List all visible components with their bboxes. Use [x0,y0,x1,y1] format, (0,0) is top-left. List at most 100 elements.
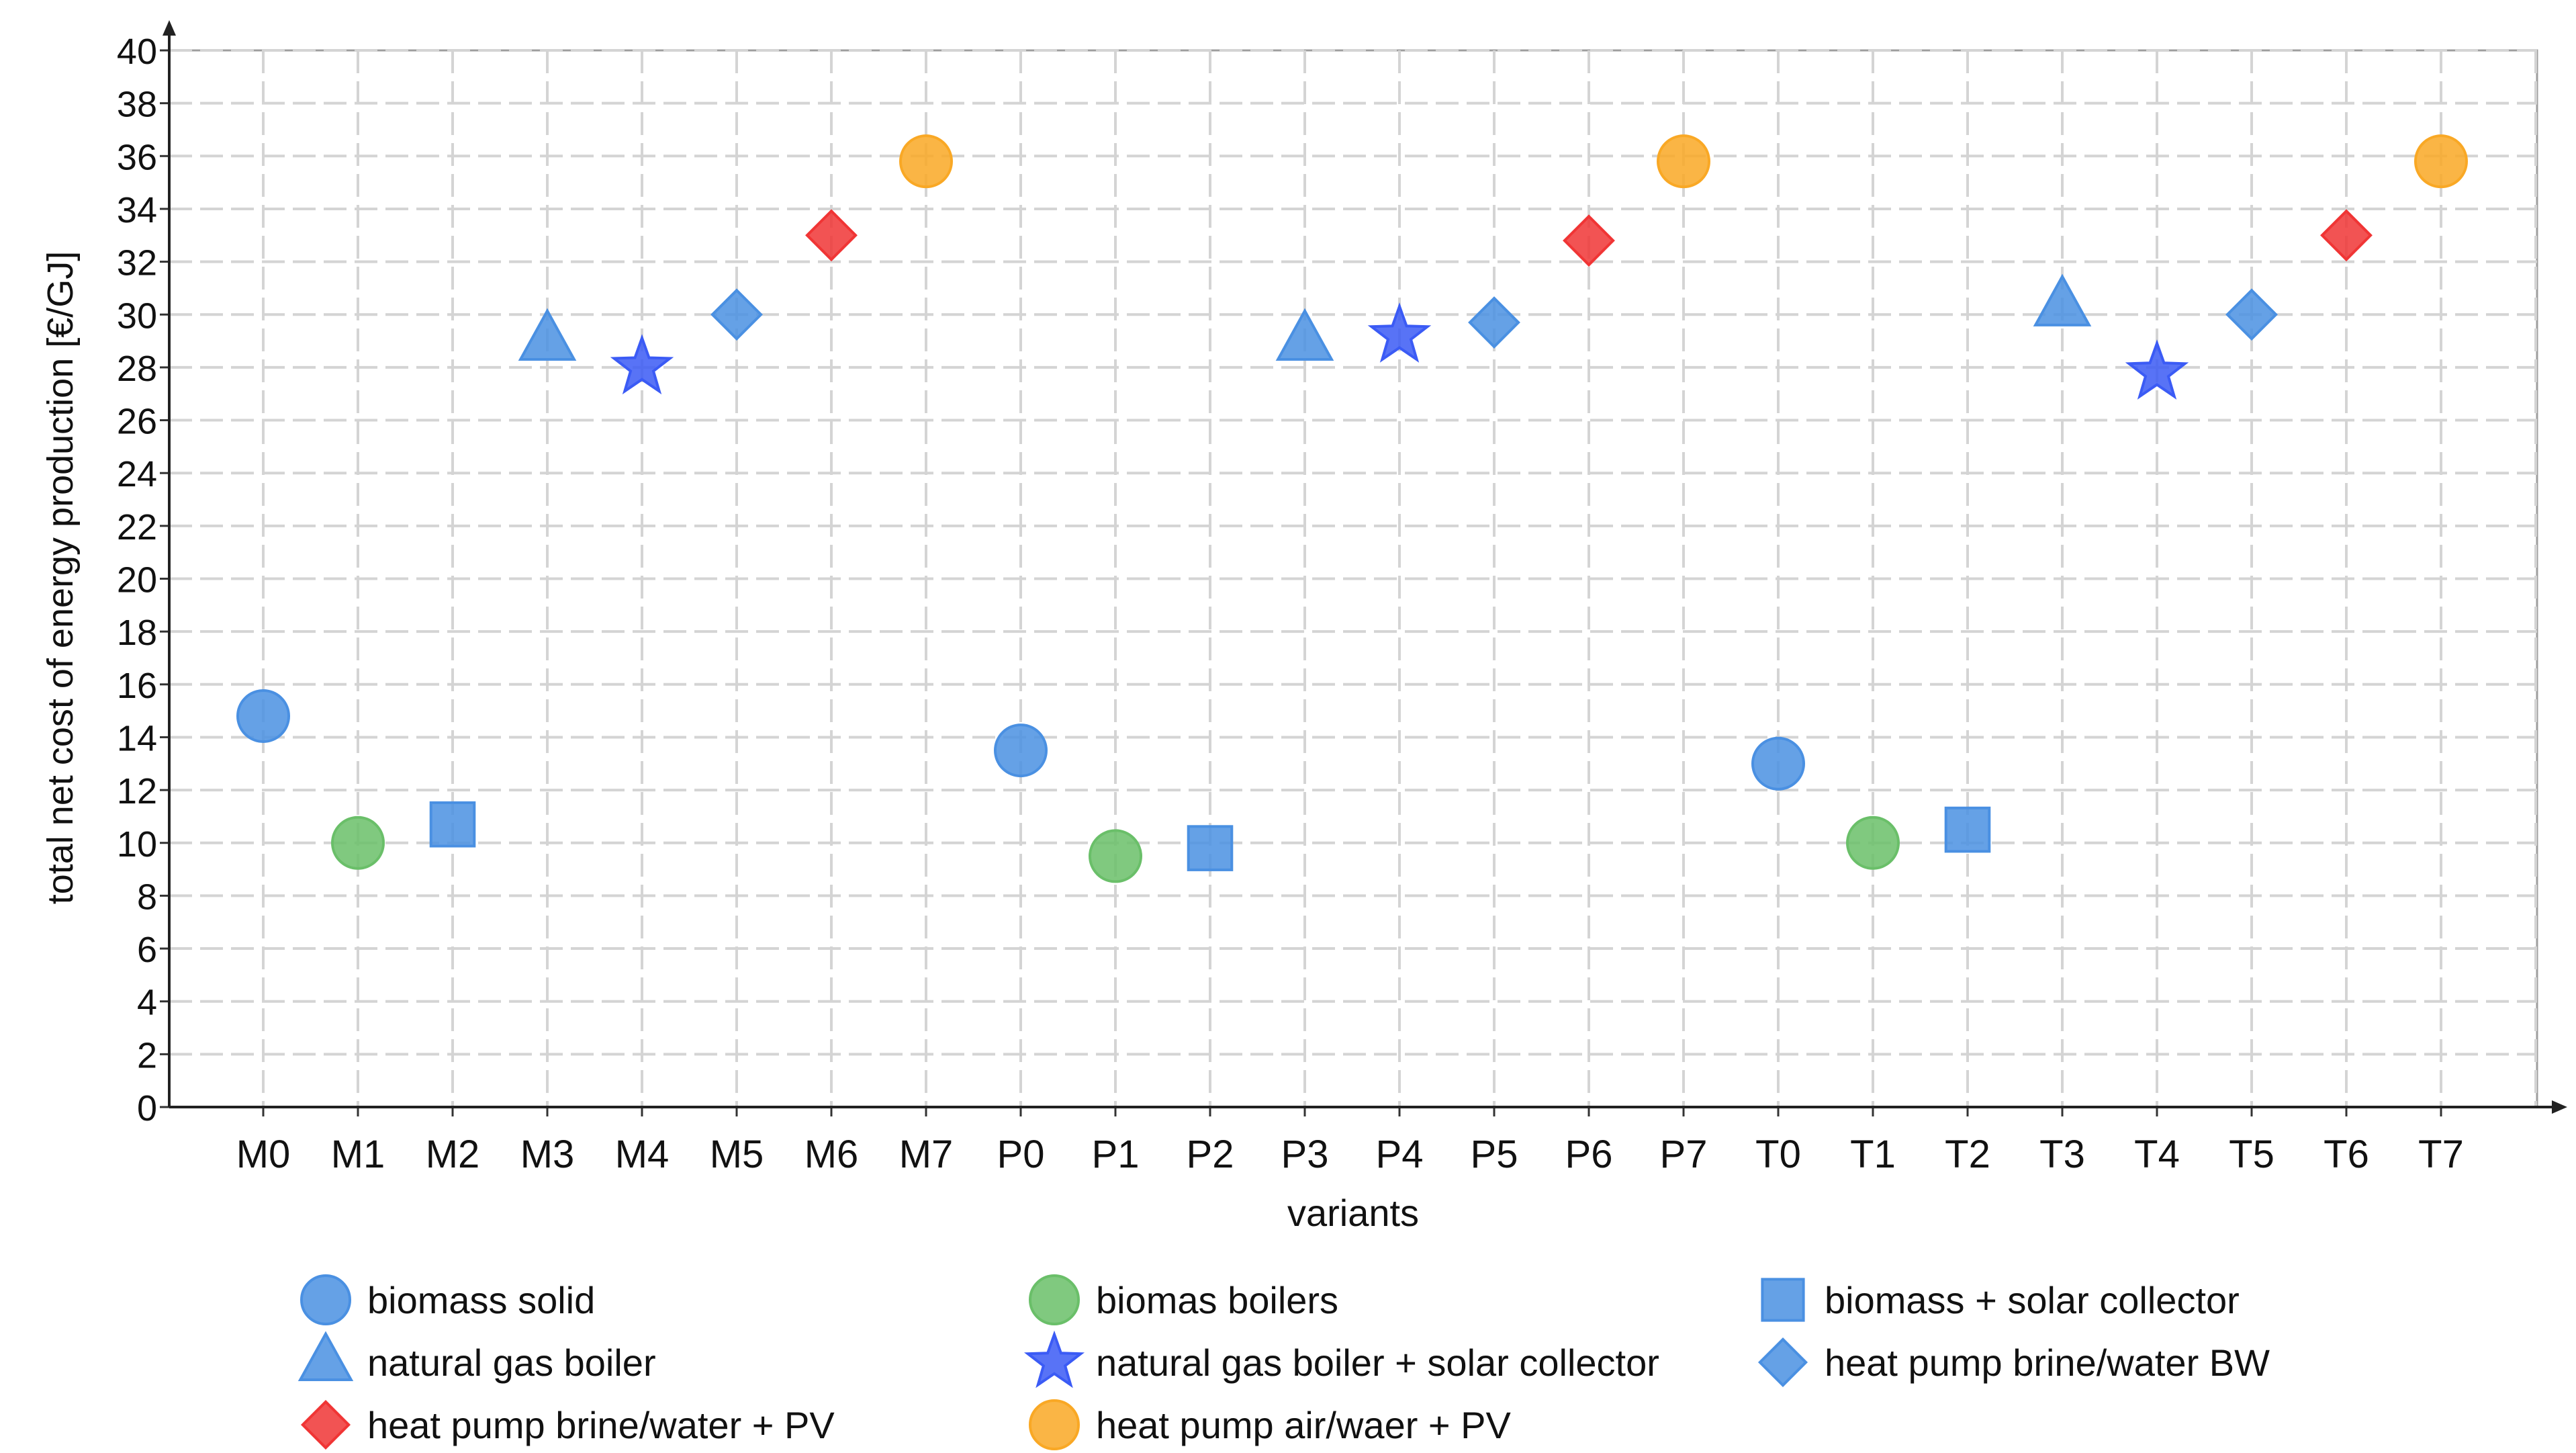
legend-item: heat pump brine/water + PV [300,1399,835,1450]
y-tick-label: 10 [117,824,157,865]
x-tick-label: P1 [1092,1133,1140,1176]
data-point-m0 [236,689,290,743]
data-point-t4 [2125,339,2189,400]
legend-label: heat pump brine/water BW [1825,1341,2270,1384]
x-tick-label: P5 [1471,1133,1518,1176]
legend-item: biomass solid [300,1274,595,1325]
y-axis-arrow [163,20,176,36]
legend-marker-diamond [1757,1337,1808,1388]
y-tick-label: 14 [117,718,157,758]
data-point-m4 [610,334,674,395]
legend-marker-star [1023,1330,1085,1389]
x-tick-label: T6 [2324,1133,2369,1176]
legend-item: biomas boilers [1029,1274,1338,1325]
data-points [236,134,2468,883]
legend-item: natural gas boiler [297,1331,656,1384]
y-tick-label: 4 [137,983,157,1023]
x-tick-label: T5 [2229,1133,2274,1176]
x-tick-label: P2 [1187,1133,1234,1176]
x-tick-label: T0 [1755,1133,1801,1176]
y-tick-label: 12 [117,771,157,811]
x-tick-label: M7 [899,1133,954,1176]
legend-label: natural gas boiler [367,1341,656,1384]
y-tick-label: 34 [117,190,157,230]
legend-marker-square [1761,1278,1805,1322]
legend-marker-circle [1029,1399,1080,1450]
data-point-m3 [518,308,577,361]
x-tick-label: P6 [1565,1133,1613,1176]
x-tick-label: M6 [804,1133,859,1176]
legend-label: heat pump brine/water + PV [367,1404,835,1446]
grid [168,49,2538,1108]
y-tick-label: 6 [137,930,157,970]
y-tick-label: 36 [117,137,157,177]
data-point-p7 [1657,134,1710,189]
x-tick-label: M2 [426,1133,480,1176]
legend-item: biomass + solar collector [1761,1278,2240,1322]
axes [160,20,2567,1116]
legend-item: heat pump air/waer + PV [1029,1399,1512,1450]
y-tick-label: 28 [117,349,157,389]
data-point-p1 [1089,829,1142,883]
data-point-t1 [1846,816,1900,870]
y-tick-label: 32 [117,243,157,283]
x-tick-label: P7 [1660,1133,1708,1176]
y-tick-label: 40 [117,32,157,72]
y-tick-label: 8 [137,877,157,917]
y-tick-label: 0 [137,1088,157,1129]
data-point-m5 [710,288,763,341]
legend-label: biomass + solar collector [1825,1279,2240,1321]
legend-label: biomas boilers [1096,1279,1338,1321]
data-point-t6 [2320,209,2373,262]
x-tick-label: T4 [2134,1133,2180,1176]
legend-marker-circle [1029,1274,1080,1325]
x-tick-label: M3 [520,1133,575,1176]
data-point-t5 [2225,288,2278,341]
legend-marker-circle [300,1274,351,1325]
x-tick-label: T2 [1945,1133,1990,1176]
data-point-m2 [429,801,476,848]
x-tick-label: T7 [2418,1133,2464,1176]
x-tick-label: M0 [236,1133,291,1176]
y-tick-label: 30 [117,296,157,336]
data-point-t7 [2414,134,2468,189]
legend-item: heat pump brine/water BW [1757,1337,2270,1388]
y-axis-label: total net cost of energy production [€/G… [40,251,81,905]
x-axis-arrow [2552,1100,2567,1114]
x-tick-label: P3 [1281,1133,1329,1176]
data-point-p4 [1367,302,1432,363]
data-point-p6 [1563,214,1615,267]
y-tick-label: 26 [117,402,157,442]
data-point-t2 [1944,806,1991,853]
data-point-t0 [1751,736,1805,791]
legend-label: heat pump air/waer + PV [1096,1404,1512,1446]
data-point-p5 [1468,296,1520,349]
y-tick-label: 2 [137,1035,157,1075]
x-tick-label: P0 [997,1133,1045,1176]
y-tick-label: 24 [117,454,157,494]
x-tick-label: M1 [331,1133,385,1176]
data-point-p0 [994,723,1048,778]
legend-marker-diamond [300,1399,351,1450]
data-point-m6 [805,209,858,262]
data-point-p2 [1187,825,1234,871]
y-tick-label: 38 [117,85,157,125]
legend: biomass solid biomas boilers biomass + sol… [297,1274,2270,1450]
x-tick-label: P4 [1376,1133,1424,1176]
legend-label: natural gas boiler + solar collector [1096,1341,1659,1384]
data-point-m1 [331,816,385,870]
y-tick-label: 20 [117,560,157,601]
legend-marker-triangle [297,1331,354,1381]
y-tick-label: 18 [117,613,157,653]
data-point-t3 [2033,273,2092,326]
x-tick-label: M4 [615,1133,670,1176]
data-point-m7 [899,134,953,189]
legend-label: biomass solid [367,1279,595,1321]
x-tick-label: T1 [1850,1133,1896,1176]
data-point-p3 [1275,308,1334,361]
x-axis-label: variants [1287,1192,1419,1234]
y-tick-label: 16 [117,666,157,706]
x-tick-label: T3 [2039,1133,2085,1176]
